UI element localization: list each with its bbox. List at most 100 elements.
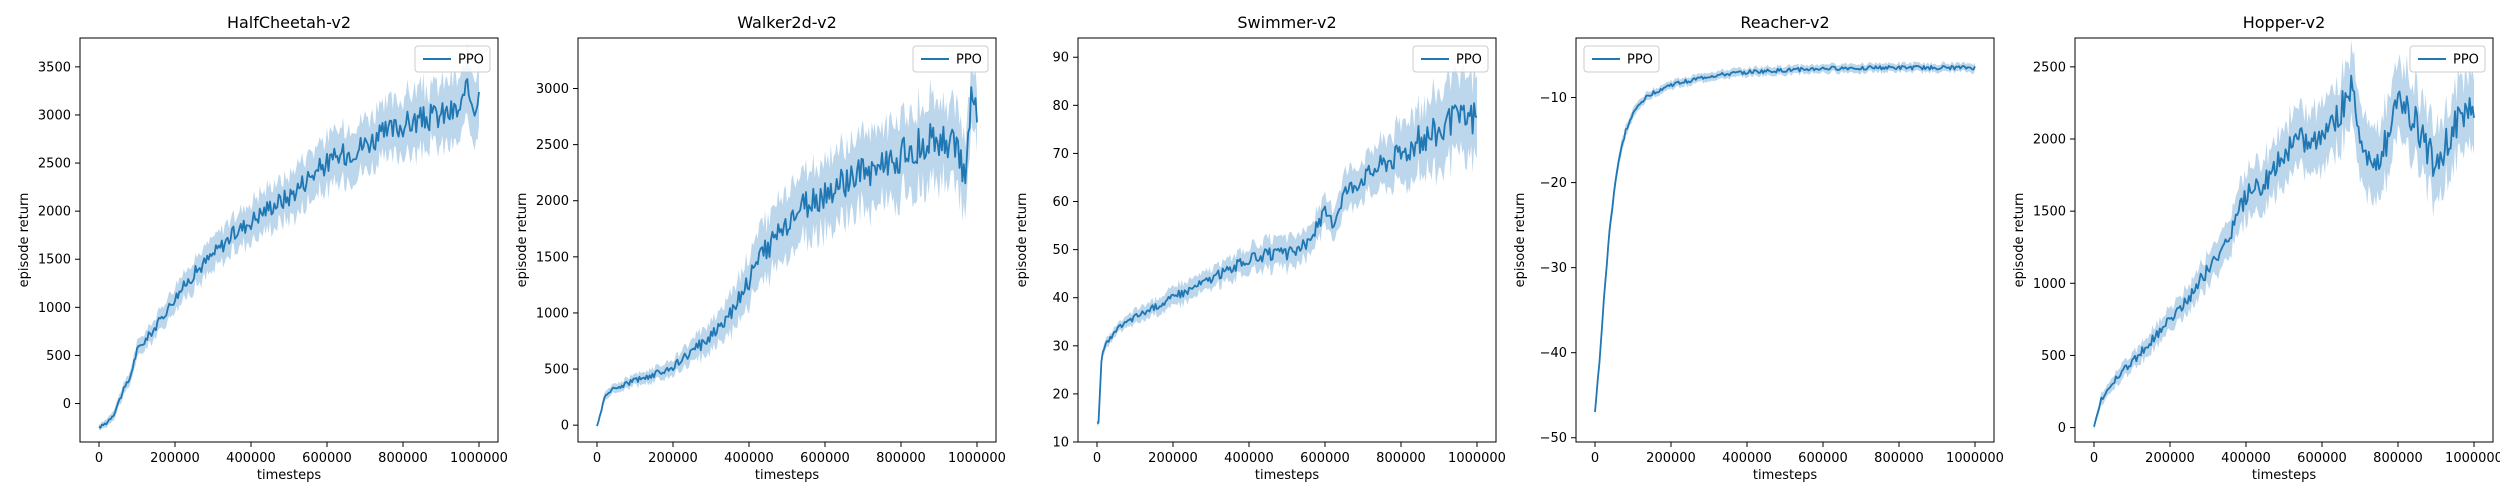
chart-title: Hopper-v2 xyxy=(2243,13,2326,32)
chart-title: Reacher-v2 xyxy=(1740,13,1829,32)
plot-area xyxy=(98,43,480,431)
x-tick-label: 200000 xyxy=(1148,451,1198,466)
y-tick-label: −30 xyxy=(1540,261,1567,276)
x-tick-label: 0 xyxy=(1591,451,1599,466)
x-tick-label: 200000 xyxy=(648,451,698,466)
legend-label: PPO xyxy=(1627,53,1653,68)
y-axis-label: episode return xyxy=(515,193,530,288)
chart-title: Walker2d-v2 xyxy=(737,13,837,32)
x-axis-label: timesteps xyxy=(755,468,819,483)
x-axis-label: timesteps xyxy=(257,468,321,483)
legend: PPO xyxy=(414,45,491,73)
x-tick-label: 0 xyxy=(2090,451,2098,466)
legend: PPO xyxy=(1583,45,1660,73)
y-tick-label: −20 xyxy=(1540,176,1567,191)
legend-label: PPO xyxy=(458,53,484,68)
y-tick-label: 1000 xyxy=(38,301,71,316)
x-tick-label: 800000 xyxy=(1874,451,1924,466)
y-tick-label: 500 xyxy=(544,363,569,378)
series-line-0 xyxy=(1096,102,1478,424)
legend-box xyxy=(912,45,989,73)
series-band-0 xyxy=(1595,61,1975,416)
y-tick-label: 0 xyxy=(2058,421,2066,436)
series-line-0 xyxy=(98,78,480,429)
chart-panel-2: 0 200000 400000 600000 800000 1000000 10 20 30 40… xyxy=(1015,13,1506,483)
y-tick-label: 40 xyxy=(1052,291,1069,306)
x-tick-label: 600000 xyxy=(2297,451,2347,466)
y-tick-label: 30 xyxy=(1052,339,1069,354)
x-tick-label: 600000 xyxy=(1300,451,1350,466)
series-band-0 xyxy=(597,52,977,428)
y-tick-label: −10 xyxy=(1540,91,1567,106)
y-axis-label: episode return xyxy=(1513,193,1528,288)
x-tick-label: 1000000 xyxy=(450,451,508,466)
y-tick-label: −40 xyxy=(1540,346,1567,361)
y-tick-label: 2000 xyxy=(2033,133,2066,148)
y-tick-label: 3500 xyxy=(38,60,71,75)
y-tick-label: 1000 xyxy=(536,306,569,321)
y-tick-label: 0 xyxy=(63,397,71,412)
series-band-0 xyxy=(1097,59,1477,426)
x-tick-label: 1000000 xyxy=(1448,451,1506,466)
axes-frame xyxy=(2074,37,2494,443)
chart-panel-3: 0 200000 400000 600000 800000 1000000 −50 −40 −3… xyxy=(1513,13,2004,483)
y-tick-label: 2500 xyxy=(38,157,71,172)
y-tick-label: 1500 xyxy=(38,253,71,268)
y-tick-label: 0 xyxy=(561,419,569,434)
x-tick-label: 200000 xyxy=(1646,451,1696,466)
x-tick-label: 1000000 xyxy=(1946,451,2004,466)
x-tick-label: 1000000 xyxy=(2445,451,2500,466)
y-tick-label: 60 xyxy=(1052,195,1069,210)
legend: PPO xyxy=(2409,45,2486,73)
x-tick-label: 400000 xyxy=(1722,451,1772,466)
plot-area xyxy=(1096,59,1478,426)
axes-frame xyxy=(577,37,997,443)
x-axis-label: timesteps xyxy=(2252,468,2316,483)
series-band-0 xyxy=(99,43,479,431)
y-tick-label: 2000 xyxy=(536,194,569,209)
y-tick-label: 500 xyxy=(2041,349,2066,364)
y-axis-label: episode return xyxy=(17,193,32,288)
y-tick-label: 70 xyxy=(1052,147,1069,162)
x-tick-label: 800000 xyxy=(876,451,926,466)
series-line-0 xyxy=(596,86,978,427)
axes-frame xyxy=(79,37,499,443)
y-axis-label: episode return xyxy=(2012,193,2027,288)
legend-label: PPO xyxy=(1456,53,1482,68)
chart-panel-1: 0 200000 400000 600000 800000 1000000 0 500 1000… xyxy=(515,13,1006,483)
legend: PPO xyxy=(912,45,989,73)
x-tick-label: 200000 xyxy=(2145,451,2195,466)
x-tick-label: 400000 xyxy=(2221,451,2271,466)
legend-label: PPO xyxy=(956,53,982,68)
y-tick-label: 10 xyxy=(1052,436,1069,451)
x-tick-label: 600000 xyxy=(800,451,850,466)
axes-frame xyxy=(1077,37,1497,443)
plot-area xyxy=(1594,61,1976,416)
x-tick-label: 0 xyxy=(593,451,601,466)
chart-title: HalfCheetah-v2 xyxy=(227,13,351,32)
y-tick-label: 80 xyxy=(1052,99,1069,114)
series-band-0 xyxy=(2094,39,2474,431)
plot-area xyxy=(2093,39,2475,431)
y-tick-label: 3000 xyxy=(38,108,71,123)
plot-area xyxy=(596,52,978,428)
y-axis-label: episode return xyxy=(1015,193,1030,288)
y-tick-label: 50 xyxy=(1052,243,1069,258)
y-tick-label: 1500 xyxy=(2033,205,2066,220)
chart-panel-0: 0 200000 400000 600000 800000 1000000 0 500 1000… xyxy=(17,13,508,483)
x-tick-label: 800000 xyxy=(1376,451,1426,466)
x-axis-label: timesteps xyxy=(1753,468,1817,483)
legend: PPO xyxy=(1412,45,1489,73)
x-tick-label: 800000 xyxy=(2373,451,2423,466)
x-tick-label: 0 xyxy=(1093,451,1101,466)
legend-box xyxy=(2409,45,2486,73)
y-tick-label: 1500 xyxy=(536,250,569,265)
y-tick-label: −50 xyxy=(1540,431,1567,446)
series-line-0 xyxy=(1594,65,1976,413)
x-tick-label: 800000 xyxy=(378,451,428,466)
x-tick-label: 200000 xyxy=(150,451,200,466)
y-tick-label: 2500 xyxy=(2033,60,2066,75)
x-tick-label: 0 xyxy=(95,451,103,466)
x-tick-label: 400000 xyxy=(1224,451,1274,466)
